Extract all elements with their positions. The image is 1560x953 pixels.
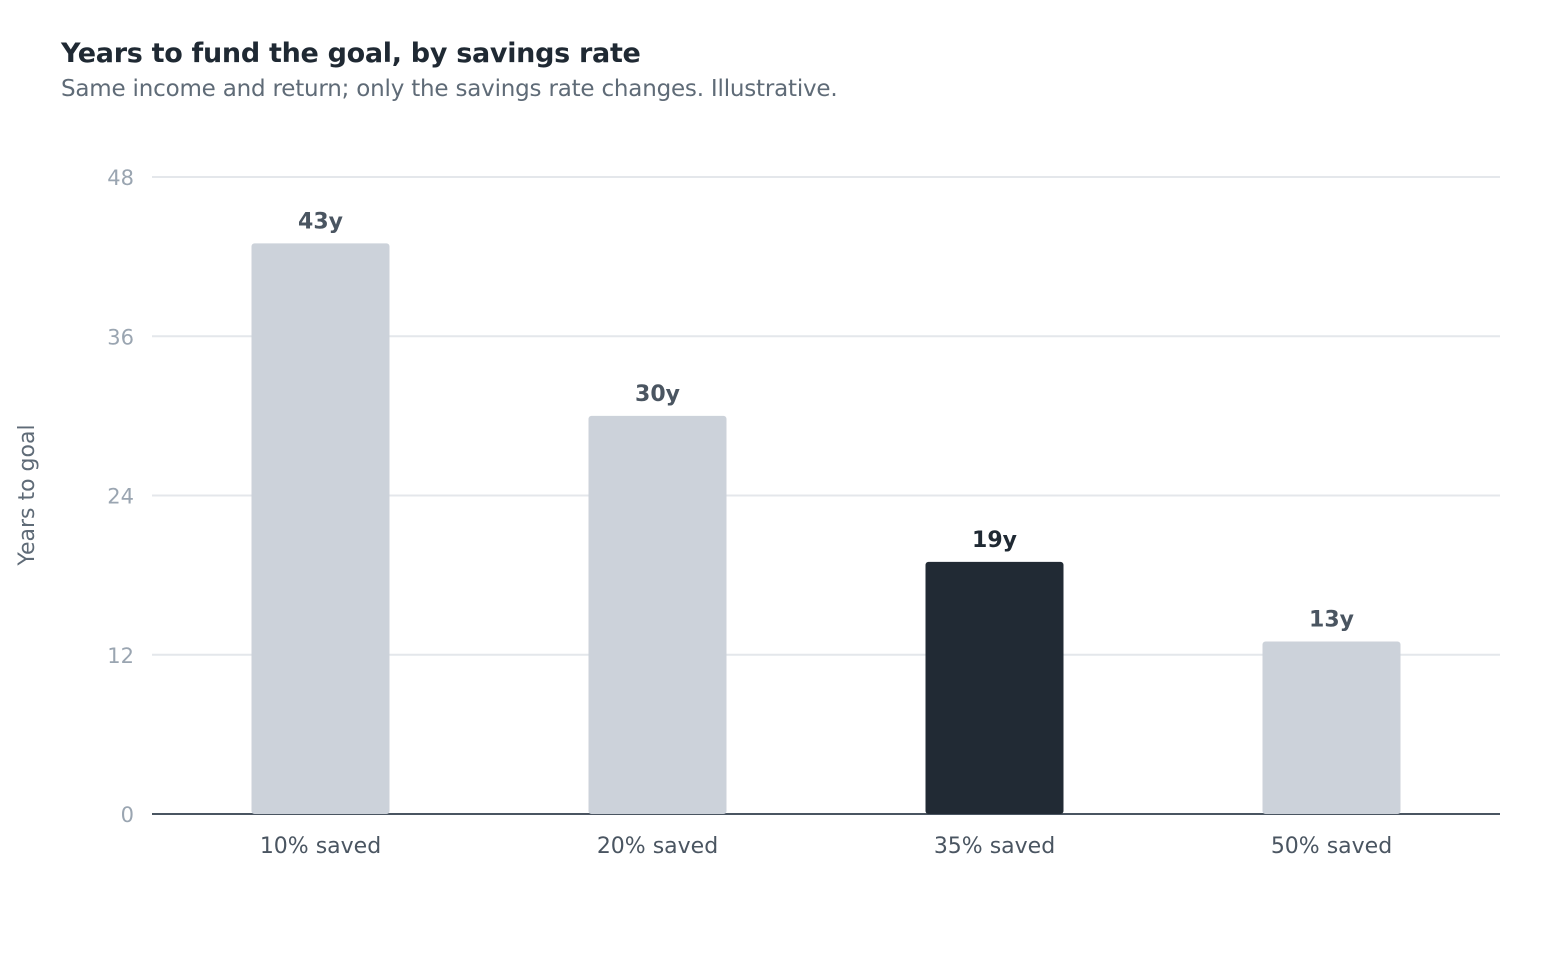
bar [925,561,1064,814]
bar [1262,641,1401,814]
data-label: 19y [972,528,1017,553]
x-tick-label: 10% saved [260,834,381,859]
chart-subtitle: Same income and return; only the savings… [61,76,838,102]
y-tick-label: 0 [121,803,134,827]
x-tick-label: 20% saved [597,834,718,859]
y-axis-title: Years to goal [15,424,40,566]
bar [251,243,390,814]
y-tick-label: 12 [107,644,134,668]
x-tick-label: 50% saved [1271,834,1392,859]
y-tick-label: 36 [107,325,134,349]
bar [588,415,727,814]
y-tick-label: 48 [107,166,134,190]
chart-title: Years to fund the goal, by savings rate [61,38,641,69]
bars [251,243,1401,814]
data-label: 13y [1309,607,1354,632]
data-label: 30y [635,382,680,407]
x-tick-label: 35% saved [934,834,1055,859]
labels: 0 12 24 36 48 43y 10% saved 30y 20% saved 19y 35% … [107,166,1392,859]
y-tick-label: 24 [107,485,134,509]
data-label: 43y [298,209,343,234]
